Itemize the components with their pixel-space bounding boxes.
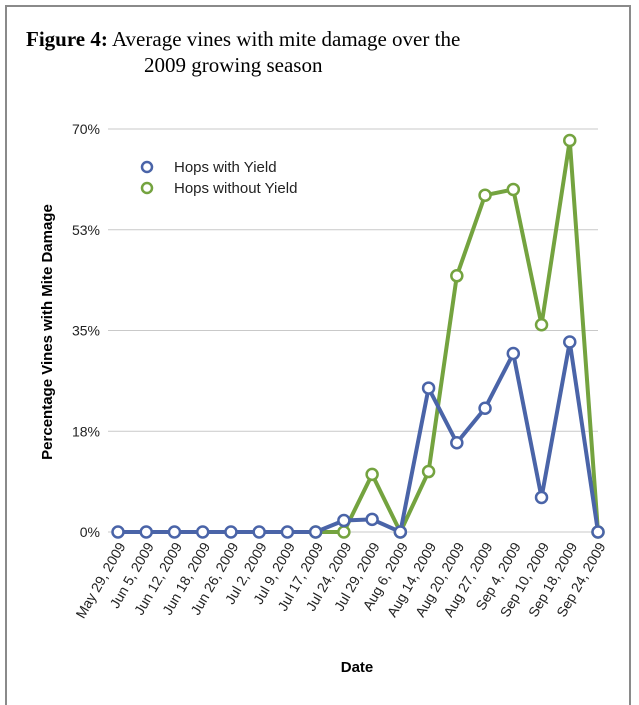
data-point — [167, 525, 182, 539]
data-point — [478, 401, 492, 415]
legend-marker — [140, 160, 154, 174]
data-point — [337, 525, 351, 539]
series-points — [111, 133, 605, 539]
figure-label: Figure 4: — [26, 27, 108, 51]
data-point — [478, 188, 492, 202]
y-axis-title: Percentage Vines with Mite Damage — [39, 204, 56, 460]
data-point — [534, 490, 549, 505]
data-point — [450, 269, 464, 283]
y-axis-ticks: 0% 18% 35% 53% 70% — [72, 121, 100, 540]
y-tick-label: 18% — [72, 423, 100, 439]
y-tick-label: 70% — [72, 121, 100, 137]
x-axis-title: Date — [341, 659, 374, 676]
data-point — [280, 525, 295, 539]
y-tick-label: 35% — [72, 323, 100, 339]
data-point — [308, 525, 323, 539]
series-lines — [118, 138, 600, 534]
data-point — [450, 436, 464, 450]
legend: Hops with Yield Hops without Yield — [140, 159, 297, 197]
data-point — [365, 467, 379, 482]
data-point — [421, 381, 436, 395]
series-line — [315, 138, 600, 534]
data-point — [591, 525, 605, 539]
y-tick-label: 53% — [72, 222, 100, 238]
data-point — [563, 133, 577, 148]
legend-label: Hops without Yield — [174, 180, 297, 197]
caption-line-1: Average vines with mite damage over the — [111, 27, 461, 51]
data-point — [506, 182, 521, 197]
data-point — [224, 525, 238, 539]
data-point — [111, 525, 125, 539]
data-point — [337, 513, 351, 528]
legend-label: Hops with Yield — [174, 159, 277, 176]
data-point — [534, 317, 549, 332]
legend-marker — [140, 181, 154, 195]
data-point — [139, 525, 153, 539]
caption-line-2: 2009 growing season — [144, 53, 323, 77]
data-point — [393, 525, 408, 539]
data-point — [252, 525, 266, 539]
data-point — [365, 512, 379, 527]
figure-caption: Figure 4: Average vines with mite damage… — [26, 26, 616, 78]
y-tick-label: 0% — [80, 524, 100, 540]
data-point — [506, 346, 521, 361]
data-point — [563, 335, 577, 349]
data-point — [421, 464, 436, 479]
figure-frame — [5, 5, 631, 705]
data-point — [195, 525, 210, 539]
